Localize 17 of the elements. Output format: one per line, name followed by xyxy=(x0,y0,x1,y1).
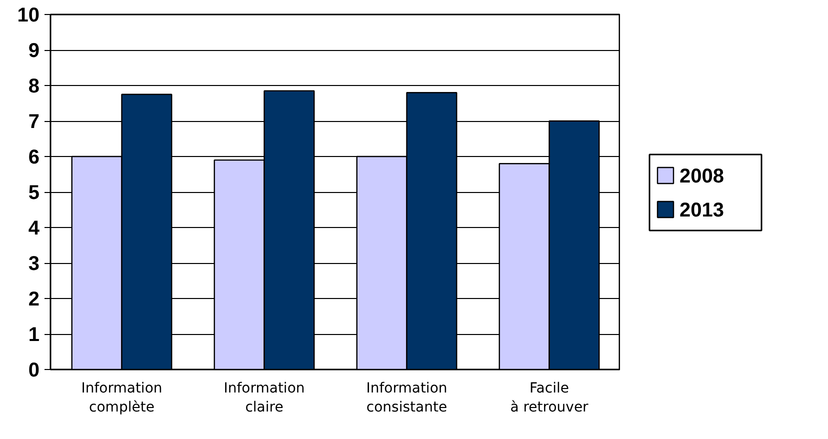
x-tick-label: Information claire xyxy=(224,380,305,416)
legend-label: 2008 xyxy=(680,166,724,188)
y-tick-label: 0 xyxy=(28,360,40,382)
y-tick-label: 5 xyxy=(28,182,40,204)
y-tick-label: 4 xyxy=(28,218,40,240)
x-tick-label: Information complète xyxy=(81,380,162,416)
y-tick-label: 1 xyxy=(28,324,40,346)
legend-label: 2013 xyxy=(680,200,724,222)
x-tick-label: Facile à retrouver xyxy=(510,380,589,416)
y-tick-label: 7 xyxy=(28,111,40,133)
y-tick-label: 10 xyxy=(17,4,40,26)
y-tick-label: 3 xyxy=(28,253,40,275)
y-tick-label: 9 xyxy=(28,40,40,62)
y-tick-label: 8 xyxy=(28,76,40,98)
x-tick-label: Information consistante xyxy=(366,380,448,416)
y-tick-label: 2 xyxy=(28,288,40,310)
y-tick-label: 6 xyxy=(28,146,40,168)
